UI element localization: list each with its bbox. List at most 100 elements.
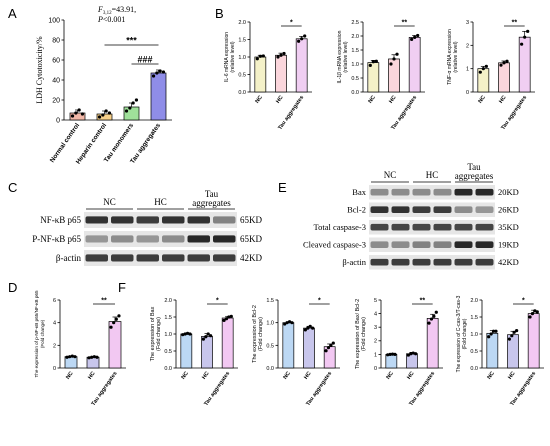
data-point (491, 329, 496, 333)
y-axis-sublabel: (Fold change) (462, 318, 468, 349)
y-tick-label: 1.5 (470, 315, 478, 321)
bar (150, 72, 167, 121)
data-point (204, 335, 208, 339)
blot-band (412, 241, 431, 249)
bar (275, 54, 287, 93)
blot-row-label: NF-κB p65 (40, 215, 81, 225)
data-point (87, 356, 91, 360)
significance-label: * (318, 298, 321, 305)
data-point (393, 352, 397, 356)
data-point (209, 334, 213, 338)
blot-strip (369, 185, 495, 200)
blot-band (454, 223, 473, 231)
y-tick-label: 40 (52, 77, 60, 84)
data-point (290, 321, 294, 325)
data-point (429, 317, 434, 321)
data-point (411, 351, 415, 355)
data-point (329, 343, 333, 347)
data-point (158, 69, 162, 73)
chart-b1: 0.0 0.5 1.0 1.5 2.0 IL-6 mRNA expression (rela… (224, 20, 312, 131)
blot-strip (84, 250, 237, 266)
blot-band (162, 254, 185, 262)
data-point (97, 115, 102, 119)
stats-annotation: F3,12=43.91, (97, 5, 136, 16)
y-tick-label: 1.0 (238, 55, 246, 61)
blot-size-label: 19KD (498, 239, 519, 249)
bar (486, 332, 499, 369)
data-point (183, 332, 187, 336)
data-point (287, 320, 292, 324)
y-tick-label: 0.0 (164, 366, 172, 372)
blot-band (187, 235, 210, 243)
data-point (484, 64, 488, 68)
data-point (224, 317, 229, 321)
category-label: HC (87, 371, 96, 381)
blot-band (475, 241, 494, 249)
blot-band (136, 216, 159, 224)
data-point (227, 315, 231, 319)
blot-band (111, 235, 134, 243)
blot-band (85, 216, 108, 224)
y-tick-label: 60 (52, 57, 60, 64)
bar (282, 322, 295, 369)
blot-row-label: Bcl-2 (347, 204, 366, 214)
y-axis-label: TNF-α mRNA expression (447, 29, 453, 85)
blot-band (85, 235, 108, 243)
data-point (434, 310, 438, 314)
panel-letter-c: C (8, 180, 17, 195)
blot-strip (84, 212, 237, 228)
blot-band (412, 258, 431, 266)
category-label: NC (385, 371, 394, 381)
significance-label: ** (420, 298, 426, 305)
y-tick-label: 5 (374, 298, 377, 304)
data-point (131, 101, 135, 105)
data-point (285, 321, 289, 325)
data-point (505, 59, 509, 63)
data-point (68, 355, 72, 359)
data-point (101, 113, 105, 117)
blot-band (454, 258, 473, 266)
y-tick-label: 0.5 (238, 72, 246, 78)
data-point (229, 314, 233, 318)
blot-band (213, 235, 236, 243)
data-point (201, 337, 205, 341)
data-point (155, 71, 159, 75)
significance-label: ** (512, 20, 518, 27)
data-point (297, 39, 301, 43)
y-tick-label: 0.5 (164, 349, 172, 355)
chart-d: 0 2 4 6 The expression of p-NF-κB p65/NF-κB … (34, 290, 126, 407)
blot-band (162, 216, 185, 224)
data-point (413, 35, 417, 40)
y-axis-label: The expression of C-cas-3/T-cas-3 (456, 295, 462, 372)
y-tick-label: 0.5 (266, 343, 274, 349)
data-point (77, 108, 81, 112)
blot-band (162, 235, 185, 243)
data-point (70, 114, 75, 118)
blot-band (85, 254, 108, 262)
y-axis-sublabel: (relative level) (453, 41, 459, 72)
blot-group-label: Tau (467, 162, 481, 172)
data-point (134, 98, 139, 102)
blot-group-label: Tau (205, 189, 219, 199)
blot-row-label: Bax (352, 187, 366, 197)
data-point (65, 355, 69, 359)
data-point (386, 353, 390, 357)
y-tick-label: 2 (53, 343, 56, 349)
bar (426, 318, 439, 369)
data-point (222, 318, 226, 322)
blot-row-label: P-NF-κB p65 (32, 234, 81, 244)
blot-band (475, 258, 494, 266)
stat-df: 3,12 (103, 11, 112, 16)
category-label: NC (254, 95, 263, 105)
blot-row-label: β-actin (342, 257, 366, 267)
y-tick-label: 4 (374, 312, 377, 318)
data-point (107, 111, 112, 115)
y-tick-label: 4 (53, 321, 56, 327)
blot-band (433, 223, 452, 231)
y-axis-sublabel: (relative level) (343, 41, 349, 72)
data-point (515, 329, 519, 333)
data-point (283, 322, 287, 326)
significance-label: ### (137, 55, 152, 65)
